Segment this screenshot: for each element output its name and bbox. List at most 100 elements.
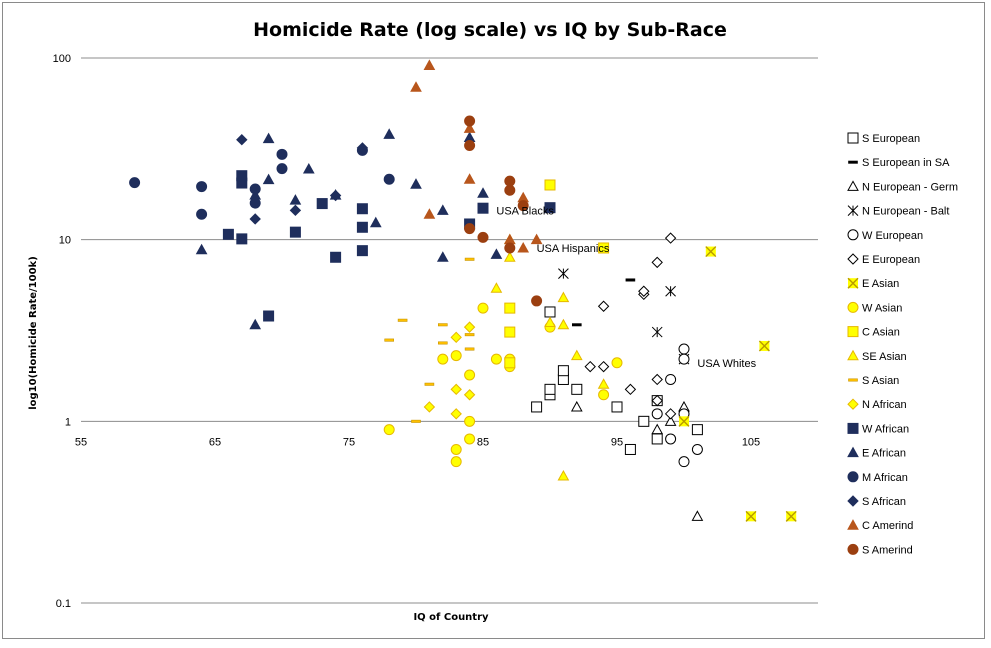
legend-marker [847,519,859,530]
legend-marker [847,301,859,313]
data-point [758,340,770,352]
data-point [490,248,503,259]
legend-label: S Asian [862,375,899,387]
legend-item: W European [847,229,923,242]
data-point [437,353,449,365]
legend-label: S Amerind [862,544,913,556]
data-point [463,122,476,133]
legend-item: W African [847,422,909,435]
legend-label: M African [862,472,908,484]
data-point [544,179,556,191]
data-point [411,419,421,423]
legend-item: S African [847,495,906,508]
legend-marker [847,349,859,361]
legend-item: E Asian [847,277,899,290]
data-point [196,181,208,193]
data-point [410,81,422,92]
data-point [504,302,516,314]
data-point [664,232,677,244]
legend-marker [847,422,859,434]
data-point [276,148,288,160]
annotation-label: USA Hispanics [537,243,610,255]
data-point [503,251,516,262]
x-marker-cross [678,415,690,427]
x-axis-label: IQ of Country [413,612,489,623]
data-point [570,349,583,361]
x-tick-label: 75 [343,436,355,448]
data-point [691,443,703,455]
series-s-european-in-sa [571,278,636,327]
series-e-european [584,232,677,420]
data-point [450,383,462,396]
data-point [651,256,663,269]
data-point [504,175,516,187]
data-point [464,257,475,261]
data-point [678,343,690,355]
y-tick-label: 0.1 [56,598,71,610]
legend-label: S African [862,496,906,508]
data-point [477,302,489,314]
y-tick-label: 100 [53,53,71,65]
data-point [369,216,382,228]
legend-label: W Asian [862,302,902,314]
data-point [544,383,556,395]
data-point [249,197,261,209]
legend-label: N European - Balt [862,206,949,218]
series-w-african [222,170,556,322]
legend-label: W African [862,423,909,435]
data-point [302,162,315,174]
legend-item: S Amerind [847,543,913,556]
legend-marker [847,229,859,241]
data-point [557,318,570,330]
data-point [450,408,462,420]
legend-label: E European [862,254,920,266]
data-point [625,278,636,282]
data-point [597,360,610,373]
legend-marker [847,543,859,555]
legend-item: M African [847,471,908,484]
data-point [330,251,342,263]
series-s-european [531,306,703,455]
legend-marker [847,398,859,410]
legend-item: E European [847,253,920,266]
series-c-asian [504,179,610,369]
data-point [464,139,476,151]
legend-label: C Amerind [862,520,913,532]
series-e-asian [678,246,797,522]
data-point [249,318,262,330]
legend-marker [847,205,859,216]
data-point [464,333,475,337]
data-point [664,415,677,426]
legend-label: W European [862,230,923,242]
data-point [316,198,328,210]
legend-marker [847,253,859,265]
data-point [263,310,275,322]
data-point [544,306,556,318]
data-point [289,226,301,238]
data-point [558,268,569,280]
chart-title: Homicide Rate (log scale) vs IQ by Sub-R… [253,19,727,41]
series-m-african [129,144,395,220]
data-point [262,173,275,185]
legend-item: S Asian [848,375,899,387]
data-point [530,233,543,245]
data-point [450,350,462,362]
data-point [463,389,476,401]
y-tick-label: 10 [59,235,71,247]
legend-marker [847,446,859,458]
data-point [249,183,261,195]
data-point [463,321,476,333]
data-point [531,401,543,413]
legend-marker [848,160,858,164]
annotation-label: USA Whites [697,358,756,370]
data-point [410,178,422,189]
legend-item: C Amerind [847,519,913,532]
y-axis-label: log10(Homicide Rate/100k) [28,256,39,410]
data-point [544,202,556,214]
data-point [289,194,302,205]
series-s-asian [384,257,475,423]
data-point [423,208,436,219]
series-e-african [195,128,503,330]
x-marker-cross [785,510,797,522]
y-tick-label: 1 [65,416,71,428]
